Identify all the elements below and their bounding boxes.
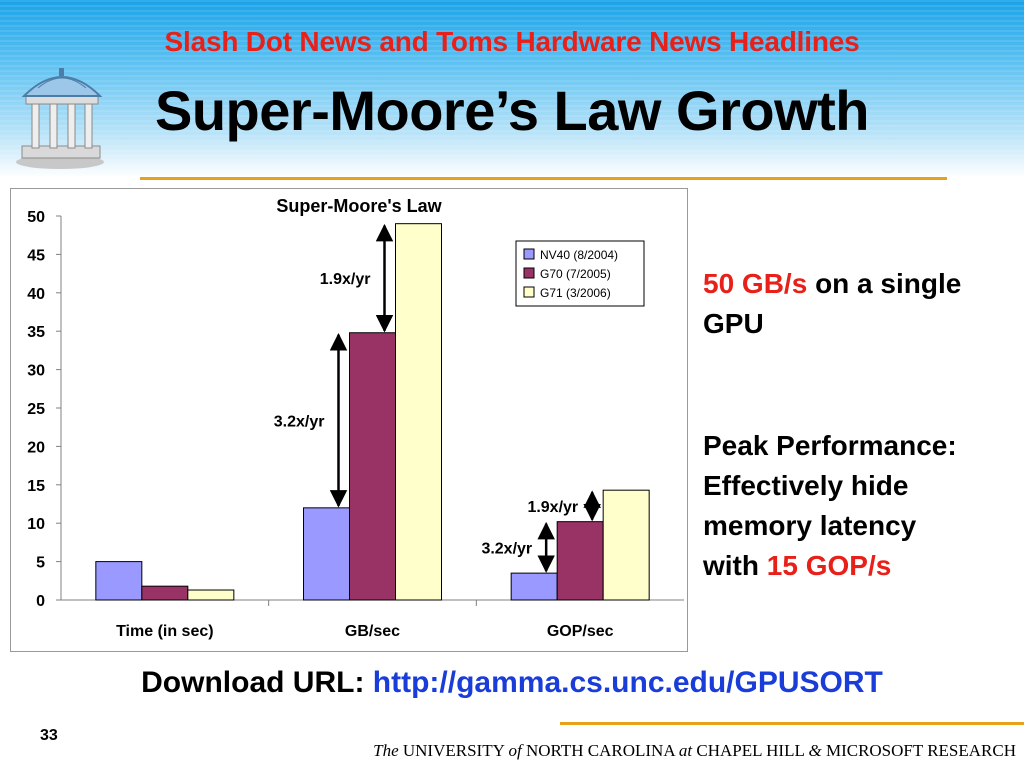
page-title: Super-Moore’s Law Growth: [155, 79, 869, 142]
legend-entry: G70 (7/2005): [540, 267, 611, 281]
headline: Slash Dot News and Toms Hardware News He…: [164, 26, 860, 57]
footer-chapel-hill: CHAPEL HILL: [696, 741, 805, 760]
bar: [349, 332, 396, 601]
y-tick-label: 10: [27, 516, 45, 533]
y-tick-label: 30: [27, 363, 45, 380]
download-line: Download URL: http://gamma.cs.unc.edu/GP…: [0, 666, 1024, 700]
old-well-icon: [16, 68, 104, 169]
bandwidth-rest: on a single GPU: [703, 268, 962, 339]
y-tick-label: 15: [27, 478, 45, 495]
legend-entry: G71 (3/2006): [540, 286, 611, 300]
footer-at: at: [678, 741, 693, 760]
page-number: 33: [40, 727, 58, 744]
footer-of: of: [508, 741, 522, 760]
growth-label: 3.2x/yr: [274, 413, 325, 430]
y-tick-label: 20: [27, 439, 45, 456]
bar: [395, 223, 442, 601]
peak-value: 15 GOP/s: [766, 550, 892, 581]
legend-entry: NV40 (8/2004): [540, 248, 618, 262]
footer-university: UNIVERSITY: [402, 741, 505, 760]
bar: [510, 572, 558, 601]
bar: [556, 521, 604, 601]
peak-line-1: Peak Performance:: [703, 430, 957, 461]
legend-swatch: [523, 267, 535, 279]
bar: [303, 507, 350, 601]
x-tick-label: GB/sec: [345, 623, 400, 640]
peak-line-3: memory latency: [703, 510, 917, 541]
y-tick-label: 35: [27, 324, 45, 341]
download-link[interactable]: http://gamma.cs.unc.edu/GPUSORT: [372, 666, 883, 699]
x-tick-label: GOP/sec: [547, 623, 614, 640]
legend-swatch: [523, 248, 535, 260]
y-tick-label: 5: [36, 555, 45, 572]
bandwidth-note: 50 GB/s on a single GPU: [703, 264, 1003, 344]
growth-label: 1.9x/yr: [320, 271, 371, 288]
bar: [95, 561, 143, 601]
footer-the: The: [373, 741, 399, 760]
chart-title: Super-Moore's Law: [276, 196, 442, 216]
bar-chart: Super-Moore's Law 0 5 10 15 20 25 30 35 40 45 50 Tim…: [27, 196, 684, 640]
bottom-rule: [560, 722, 1024, 725]
peak-line-2: Effectively hide: [703, 470, 909, 501]
growth-label: 1.9x/yr: [527, 499, 578, 516]
growth-label: 3.2x/yr: [481, 540, 532, 557]
download-label: Download URL:: [141, 666, 365, 699]
peak-with: with: [703, 550, 759, 581]
bar: [141, 585, 189, 601]
header-stripes: [0, 0, 1024, 178]
y-tick-label: 40: [27, 286, 45, 303]
footer-amp: &: [808, 741, 822, 760]
y-tick-label: 25: [27, 401, 45, 418]
title-rule: [140, 177, 947, 180]
bandwidth-value: 50 GB/s: [703, 268, 808, 299]
legend: [515, 240, 645, 307]
y-tick-label: 45: [27, 247, 45, 264]
x-tick-label: Time (in sec): [116, 623, 214, 640]
peak-note: Peak Performance: Effectively hide memor…: [703, 426, 1023, 586]
footer-microsoft: MICROSOFT RESEARCH: [825, 741, 1016, 760]
y-tick-label: 50: [27, 209, 45, 226]
footer-credit: The UNIVERSITY of NORTH CAROLINA at CHAP…: [0, 741, 1016, 761]
chart-frame: Super-Moore's Law 0 5 10 15 20 25 30 35 40 45 50 Tim…: [10, 188, 688, 652]
peak-line-4: with 15 GOP/s: [703, 546, 1023, 586]
bar: [602, 489, 650, 601]
y-tick-label: 0: [36, 593, 45, 610]
legend-swatch: [523, 286, 535, 298]
footer-north-carolina: NORTH CAROLINA: [525, 741, 675, 760]
bar: [187, 589, 235, 601]
header-band: [0, 0, 1024, 178]
